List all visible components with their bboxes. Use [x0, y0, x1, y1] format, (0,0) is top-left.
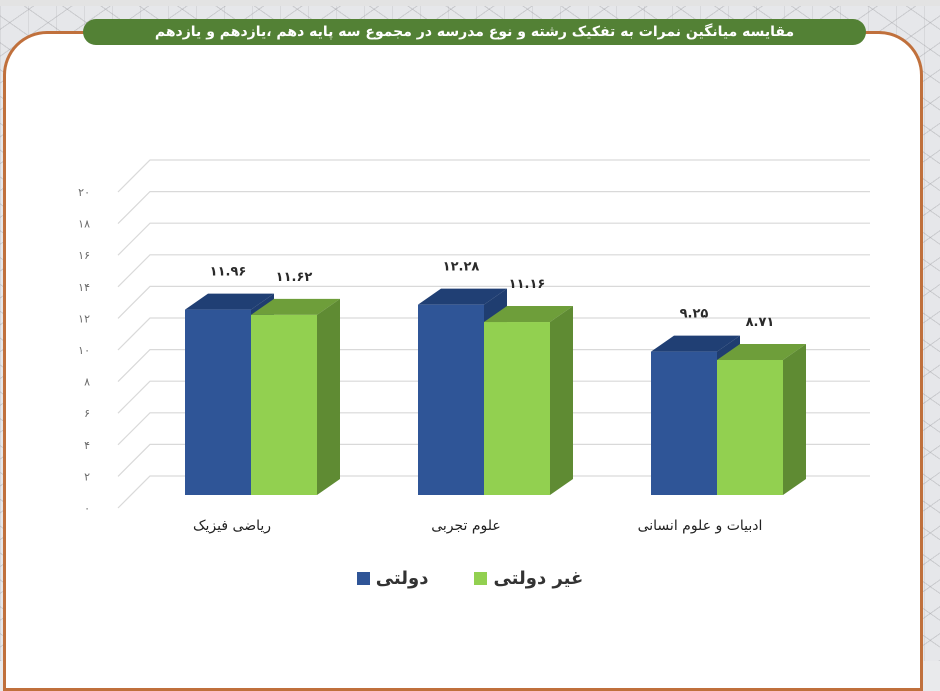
- chart-title-bar: مقایسه میانگین نمرات به تفکیک رشته و نوع…: [83, 19, 866, 45]
- legend-swatch-green-icon: [474, 572, 488, 585]
- chart-legend: غیر دولتی دولتی: [0, 568, 940, 589]
- legend-label-government: دولتی: [375, 568, 429, 589]
- gridlines: [117, 159, 870, 509]
- y-tick-label: ۲: [84, 470, 90, 483]
- gridline: [117, 412, 870, 446]
- gridline: [117, 254, 870, 288]
- y-tick-label: ۱۲: [78, 312, 90, 325]
- chart-title: مقایسه میانگین نمرات به تفکیک رشته و نوع…: [154, 24, 795, 40]
- value-label-government: ۱۱.۹۶: [210, 265, 247, 280]
- legend-item-government: دولتی: [356, 568, 429, 589]
- bars: [185, 288, 806, 495]
- value-labels: ۱۱.۹۶ ۱۱.۶۲ ۱۲.۲۸ ۱۱.۱۶ ۹.۲۵ ۸.۷۱: [210, 260, 775, 330]
- category-label-math-physics: ریاضی فیزیک: [193, 518, 271, 534]
- top-strip: [0, 0, 940, 6]
- value-label-non_government: ۱۱.۱۶: [509, 277, 546, 292]
- category-label-experimental-science: علوم تجربی: [431, 518, 501, 534]
- legend-label-non-government: غیر دولتی: [493, 568, 584, 589]
- legend-swatch-blue-icon: [356, 572, 370, 585]
- y-tick-label: ۸: [84, 376, 90, 389]
- gridline: [117, 443, 870, 477]
- y-tick-label: ۱۴: [78, 281, 90, 294]
- gridline: [117, 222, 870, 256]
- chart-plot-area: ۰ ۲ ۴ ۶ ۸ ۱۰ ۱۲ ۱۴ ۱۶ ۱۸ ۲۰ ۱۱.۹۶ ۱۱.۶۲ ۱۲.۲۸ ۱۱.۱۶ ۹.…: [78, 159, 870, 515]
- y-tick-label: ۶: [84, 407, 90, 420]
- gridline: [117, 317, 870, 351]
- value-label-government: ۱۲.۲۸: [443, 260, 480, 275]
- bar-non_government: [251, 298, 340, 495]
- y-tick-label: ۲۰: [78, 186, 90, 199]
- gridline: [117, 475, 870, 509]
- bar-non_government: [484, 306, 573, 495]
- legend-item-non-government: غیر دولتی: [474, 568, 583, 589]
- y-axis-ticks: ۰ ۲ ۴ ۶ ۸ ۱۰ ۱۲ ۱۴ ۱۶ ۱۸ ۲۰: [78, 186, 90, 515]
- category-label-humanities: ادبیات و علوم انسانی: [637, 518, 763, 534]
- gridline: [117, 159, 870, 193]
- gridline: [117, 380, 870, 414]
- value-label-government: ۹.۲۵: [680, 307, 709, 322]
- gridline: [117, 285, 870, 319]
- y-tick-label: ۱۰: [78, 344, 90, 357]
- y-tick-label: ۴: [84, 439, 90, 452]
- value-label-non_government: ۸.۷۱: [746, 315, 775, 330]
- gridline: [117, 349, 870, 383]
- gridline: [117, 191, 870, 225]
- y-tick-label: ۱۶: [78, 249, 90, 262]
- y-tick-label: ۰: [84, 502, 90, 515]
- bar-non_government: [717, 343, 806, 495]
- y-tick-label: ۱۸: [78, 218, 90, 231]
- value-label-non_government: ۱۱.۶۲: [276, 270, 313, 285]
